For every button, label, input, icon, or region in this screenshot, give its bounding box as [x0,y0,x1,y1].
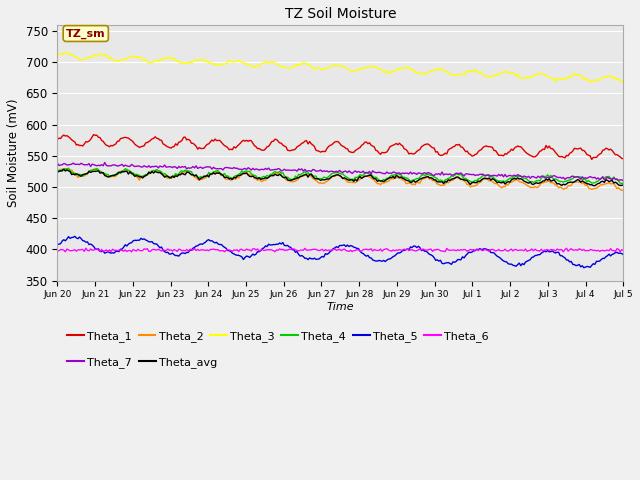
Theta_7 [589,175,597,180]
Line: Theta_1: Theta_1 [58,134,623,159]
Theta_2 [224,176,232,182]
Theta_6 [620,247,627,253]
Theta_1 [90,132,97,137]
Y-axis label: Soil Moisture (mV): Soil Moisture (mV) [7,98,20,207]
Theta_5 [252,251,260,257]
Theta_3 [243,61,250,67]
Theta_5 [243,253,250,259]
Theta_2 [303,172,310,178]
Theta_6 [125,248,132,253]
Theta_7 [252,166,260,172]
Theta_7 [303,168,310,174]
Line: Theta_3: Theta_3 [58,53,623,82]
Theta_4 [303,171,310,177]
Theta_7 [243,167,250,172]
Theta_7 [224,165,232,170]
Theta_2 [620,188,627,193]
Theta_3 [620,79,627,85]
Theta_avg [224,175,232,180]
Theta_5 [125,241,132,247]
Theta_3 [589,78,597,84]
Theta_6 [82,245,90,251]
Theta_1 [125,135,132,141]
Theta_4 [243,168,250,174]
Legend: Theta_7, Theta_avg: Theta_7, Theta_avg [63,352,221,372]
Theta_avg [243,170,250,176]
Theta_avg [252,175,260,181]
Theta_avg [589,183,597,189]
Theta_2 [589,186,597,192]
Line: Theta_5: Theta_5 [58,236,623,268]
Theta_3 [61,50,69,56]
Theta_6 [54,249,61,254]
Theta_7 [54,160,61,166]
Theta_5 [620,252,627,257]
Line: Theta_4: Theta_4 [58,168,623,183]
Theta_3 [54,54,61,60]
Theta_1 [224,145,232,151]
Theta_2 [61,166,69,171]
Theta_4 [54,169,61,175]
Theta_6 [254,246,262,252]
Line: Theta_avg: Theta_avg [58,169,623,186]
Theta_1 [252,144,260,150]
Theta_5 [54,241,61,247]
Theta_avg [591,183,598,189]
Theta_5 [303,255,310,261]
Theta_7 [101,160,109,166]
Theta_avg [125,171,132,177]
Theta_3 [252,63,260,69]
Theta_1 [54,136,61,142]
Theta_3 [125,55,132,60]
Line: Theta_7: Theta_7 [58,163,623,181]
Theta_1 [620,156,627,162]
Theta_5 [580,265,588,271]
Theta_4 [65,165,72,171]
Line: Theta_6: Theta_6 [58,248,623,252]
Theta_3 [303,61,310,67]
Theta_6 [128,249,136,255]
Theta_5 [591,262,598,267]
Theta_avg [54,169,61,175]
Theta_2 [243,169,250,175]
Theta_4 [224,173,232,179]
Theta_1 [303,138,310,144]
Theta_4 [252,173,260,179]
Theta_2 [54,169,61,175]
Theta_1 [243,137,250,143]
Theta_6 [591,247,598,253]
Theta_avg [60,166,68,172]
Theta_6 [244,247,252,252]
Theta_7 [125,164,132,169]
Theta_3 [224,60,232,65]
Theta_6 [225,247,233,253]
Theta_2 [125,168,132,173]
Theta_avg [303,172,310,178]
Theta_5 [224,248,232,253]
Theta_4 [589,180,597,186]
Theta_4 [620,180,627,186]
Theta_5 [71,233,79,239]
Line: Theta_2: Theta_2 [58,168,623,191]
Theta_1 [591,155,598,160]
Theta_4 [125,168,132,173]
Theta_6 [304,247,312,253]
Theta_avg [620,182,627,188]
Theta_4 [618,180,625,186]
Title: TZ Soil Moisture: TZ Soil Moisture [285,7,396,21]
Theta_2 [252,176,260,181]
Theta_7 [620,178,627,184]
Text: TZ_sm: TZ_sm [66,28,106,39]
Theta_1 [588,156,596,162]
X-axis label: Time: Time [326,302,354,312]
